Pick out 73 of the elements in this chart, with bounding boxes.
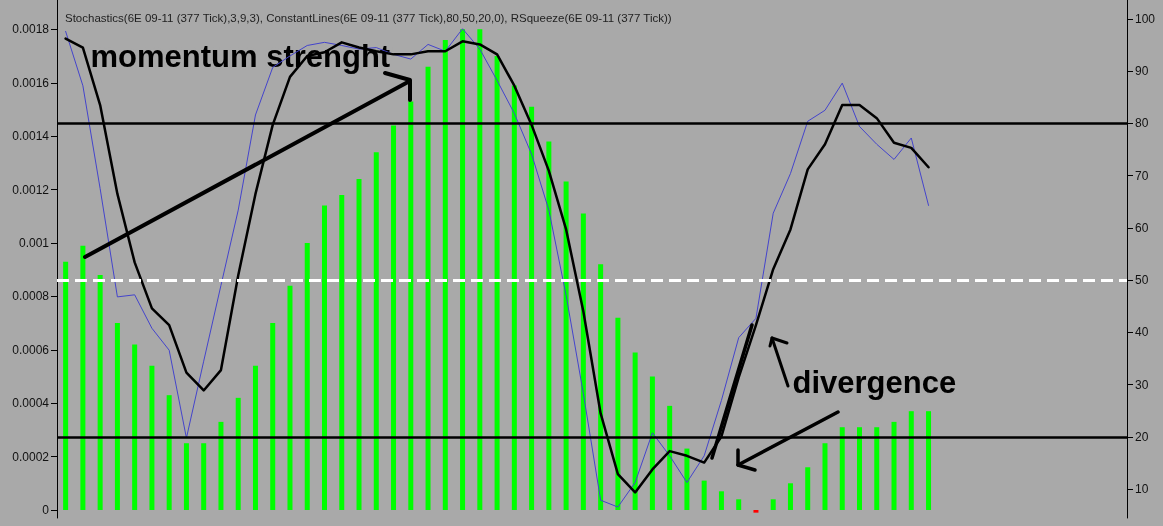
bar — [753, 509, 759, 513]
bar — [822, 443, 828, 510]
bar — [805, 467, 811, 510]
bar — [736, 499, 742, 510]
y-tick-label: 0.0002 — [12, 449, 50, 464]
bar — [494, 56, 500, 510]
y-tick-label: 0.0004 — [12, 396, 50, 411]
bar — [304, 242, 310, 510]
bar — [580, 213, 586, 510]
bar — [701, 480, 707, 510]
annotation: divergence — [792, 364, 957, 400]
y-tick-label: 0.0006 — [12, 342, 50, 357]
y2-tick-label: 80 — [1135, 116, 1149, 131]
y-tick-label: 0.0018 — [12, 22, 50, 37]
y-tick-label: 0.0016 — [12, 75, 50, 90]
bar — [477, 29, 483, 510]
bar — [684, 448, 690, 510]
y-tick-label: 0.0012 — [12, 182, 50, 197]
bar — [891, 421, 897, 510]
bar — [857, 427, 862, 510]
bar — [287, 285, 293, 510]
bar — [339, 194, 345, 510]
bar — [770, 499, 776, 510]
y2-tick-label: 60 — [1135, 220, 1149, 235]
y-tick-label: 0 — [42, 502, 50, 517]
y2-tick-label: 90 — [1135, 64, 1149, 79]
bar — [218, 421, 224, 510]
y2-tick-label: 10 — [1135, 482, 1149, 497]
bar — [615, 317, 621, 510]
y2-tick-label: 70 — [1135, 168, 1149, 183]
bar — [235, 397, 241, 510]
bar — [356, 178, 362, 510]
bar — [183, 443, 189, 510]
y-tick-label: 0.001 — [18, 235, 50, 250]
y-tick-label: 0.0014 — [12, 129, 50, 144]
bar — [718, 491, 724, 510]
bar — [529, 106, 535, 510]
bar — [80, 245, 86, 510]
y2-tick-label: 100 — [1135, 11, 1156, 26]
bar — [391, 125, 397, 510]
text: Stochastics(6E 09-11 (377 Tick),3,9,3), ConstantLines(6E 09-11 (377 Tick),80,50,20,0), RSqueeze(6E 09-11 (377 Tick)) — [65, 12, 672, 24]
bar — [270, 323, 276, 510]
bar — [511, 85, 517, 510]
y2-tick-label: 30 — [1135, 377, 1149, 392]
bar — [649, 376, 655, 510]
bar — [97, 275, 103, 510]
bar — [166, 395, 172, 510]
bar — [908, 411, 914, 510]
y2-tick-label: 20 — [1135, 429, 1149, 444]
bar — [114, 323, 120, 510]
bar — [839, 427, 845, 510]
bar — [132, 344, 138, 510]
bar — [598, 264, 604, 510]
bar — [546, 141, 552, 510]
bar — [63, 261, 69, 510]
bar — [201, 443, 207, 510]
bar — [667, 405, 673, 510]
bar — [252, 365, 258, 510]
y2-tick-label: 40 — [1135, 325, 1149, 340]
bar — [149, 365, 155, 510]
bar — [874, 427, 880, 510]
bar — [563, 181, 569, 510]
bar — [926, 411, 932, 510]
bar — [787, 483, 793, 510]
bar — [373, 152, 379, 510]
bar — [408, 101, 414, 510]
y2-tick-label: 50 — [1135, 273, 1149, 288]
bar — [460, 29, 466, 510]
bar — [632, 352, 638, 510]
bar — [425, 66, 431, 510]
bar — [322, 205, 327, 510]
bar — [442, 40, 448, 510]
y-tick-label: 0.0008 — [12, 289, 50, 304]
